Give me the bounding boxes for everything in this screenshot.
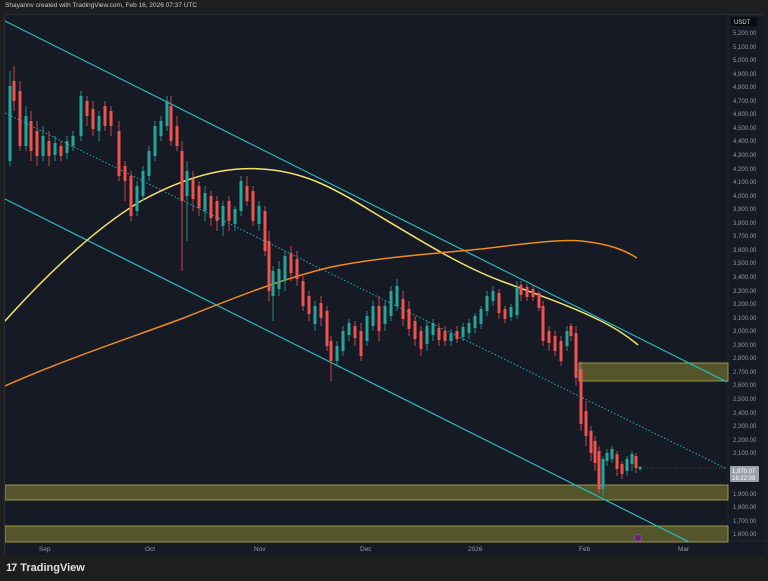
svg-text:3,500.00: 3,500.00 [733, 261, 757, 267]
ma-slow-line [5, 239, 638, 387]
svg-text:3,900.00: 3,900.00 [733, 207, 757, 213]
svg-text:5,000.00: 5,000.00 [733, 58, 757, 64]
supply-zone [578, 362, 729, 382]
svg-text:2,300.00: 2,300.00 [733, 424, 757, 430]
svg-text:1,700.00: 1,700.00 [733, 519, 757, 525]
svg-text:Dec: Dec [360, 546, 372, 553]
svg-text:4,800.00: 4,800.00 [733, 85, 757, 91]
price-axis-ticks: USDT 5,200.00 5,100.00 5,000.00 4,900.00… [731, 17, 757, 538]
bar-countdown: 16:22:09 [732, 476, 756, 482]
chart-credit: Shayannv created with TradingView.com, F… [5, 2, 198, 9]
ma-fast-line [5, 167, 639, 346]
channel-midline [5, 112, 728, 470]
svg-text:5,100.00: 5,100.00 [733, 45, 757, 51]
svg-text:2,100.00: 2,100.00 [733, 451, 757, 457]
svg-text:2026: 2026 [468, 546, 483, 553]
svg-text:Oct: Oct [145, 546, 155, 553]
svg-text:2,900.00: 2,900.00 [733, 343, 757, 349]
chart-panel[interactable]: USDT 5,200.00 5,100.00 5,000.00 4,900.00… [4, 14, 766, 556]
svg-text:4,700.00: 4,700.00 [733, 99, 757, 105]
svg-text:4,200.00: 4,200.00 [733, 167, 757, 173]
channel-lower-line [5, 198, 690, 543]
svg-text:4,300.00: 4,300.00 [733, 153, 757, 159]
svg-text:3,400.00: 3,400.00 [733, 275, 757, 281]
svg-text:4,500.00: 4,500.00 [733, 126, 757, 132]
svg-text:3,600.00: 3,600.00 [733, 248, 757, 254]
currency-badge [731, 17, 757, 26]
svg-text:3,300.00: 3,300.00 [733, 289, 757, 295]
svg-text:Mar: Mar [678, 546, 690, 553]
svg-text:2,600.00: 2,600.00 [733, 383, 757, 389]
svg-text:2,200.00: 2,200.00 [733, 438, 757, 444]
price-axis[interactable] [727, 15, 766, 542]
svg-text:Sep: Sep [39, 546, 51, 553]
svg-text:1,900.00: 1,900.00 [733, 492, 757, 498]
tradingview-brand: 17 TradingView [6, 562, 85, 574]
svg-text:2,400.00: 2,400.00 [733, 411, 757, 417]
time-axis-ticks: Sep Oct Nov Dec 2026 Feb Mar [39, 546, 690, 553]
price-chart[interactable]: USDT 5,200.00 5,100.00 5,000.00 4,900.00… [5, 15, 766, 556]
currency-label: USDT [734, 20, 751, 26]
last-price-badge: 1,970.07 16:22:09 [730, 466, 759, 482]
svg-text:Nov: Nov [254, 546, 266, 553]
brand-name: TradingView [20, 562, 85, 574]
svg-text:2,800.00: 2,800.00 [733, 356, 757, 362]
svg-text:2,500.00: 2,500.00 [733, 397, 757, 403]
time-axis[interactable] [5, 540, 766, 556]
channel-upper-line [5, 20, 728, 383]
svg-text:Feb: Feb [579, 546, 591, 553]
svg-text:3,100.00: 3,100.00 [733, 316, 757, 322]
svg-text:1,800.00: 1,800.00 [733, 505, 757, 511]
svg-text:3,000.00: 3,000.00 [733, 329, 757, 335]
svg-text:3,200.00: 3,200.00 [733, 302, 757, 308]
svg-text:3,800.00: 3,800.00 [733, 221, 757, 227]
svg-text:1,600.00: 1,600.00 [733, 532, 757, 538]
last-price: 1,970.07 [732, 469, 756, 475]
demand-zone-upper [5, 484, 729, 501]
candles [8, 66, 642, 496]
svg-text:4,900.00: 4,900.00 [733, 72, 757, 78]
demand-zone-lower [5, 525, 729, 543]
svg-text:4,100.00: 4,100.00 [733, 180, 757, 186]
svg-text:5,200.00: 5,200.00 [733, 31, 757, 37]
svg-text:4,000.00: 4,000.00 [733, 194, 757, 200]
svg-text:2,700.00: 2,700.00 [733, 370, 757, 376]
svg-text:4,400.00: 4,400.00 [733, 139, 757, 145]
svg-text:3,700.00: 3,700.00 [733, 234, 757, 240]
svg-text:4,600.00: 4,600.00 [733, 112, 757, 118]
event-marker-icon[interactable] [634, 534, 642, 542]
tradingview-logo-icon: 17 [6, 562, 17, 574]
header-bar: Shayannv created with TradingView.com, F… [0, 0, 768, 14]
